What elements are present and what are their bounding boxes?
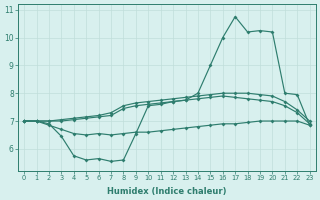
X-axis label: Humidex (Indice chaleur): Humidex (Indice chaleur) (107, 187, 227, 196)
